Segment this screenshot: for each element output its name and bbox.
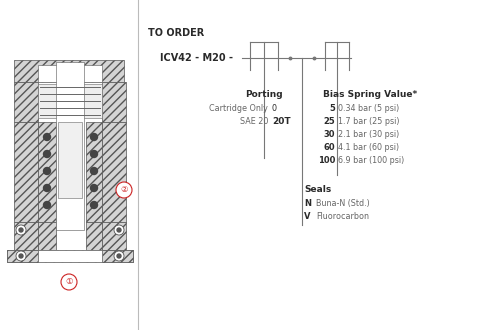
Bar xyxy=(7,250,38,262)
Circle shape xyxy=(16,225,26,235)
Bar xyxy=(14,60,124,82)
Text: 0: 0 xyxy=(272,104,277,113)
Text: ICV42 - M20 -: ICV42 - M20 - xyxy=(160,53,233,63)
Circle shape xyxy=(90,150,98,157)
Circle shape xyxy=(117,254,121,258)
Circle shape xyxy=(90,184,98,191)
Circle shape xyxy=(90,134,98,141)
Circle shape xyxy=(116,182,132,198)
Bar xyxy=(56,62,84,230)
Circle shape xyxy=(43,150,51,157)
Text: 0.34 bar (5 psi): 0.34 bar (5 psi) xyxy=(338,104,399,113)
Text: Buna-N (Std.): Buna-N (Std.) xyxy=(316,199,370,208)
Circle shape xyxy=(43,168,51,175)
Bar xyxy=(14,122,38,222)
Text: Cartridge Only: Cartridge Only xyxy=(209,104,268,113)
Bar xyxy=(102,222,126,250)
Circle shape xyxy=(114,225,124,235)
Text: 20T: 20T xyxy=(272,117,291,126)
Bar xyxy=(58,122,82,198)
Circle shape xyxy=(43,202,51,209)
Bar xyxy=(38,122,56,222)
Text: 25: 25 xyxy=(323,117,335,126)
Text: ①: ① xyxy=(65,278,73,286)
Bar xyxy=(14,82,38,122)
Bar xyxy=(38,84,102,118)
Text: V: V xyxy=(304,212,311,221)
Bar xyxy=(38,222,56,250)
Bar xyxy=(102,122,126,222)
Bar xyxy=(14,222,38,250)
Circle shape xyxy=(61,274,77,290)
Text: 2.1 bar (30 psi): 2.1 bar (30 psi) xyxy=(338,130,399,139)
Text: Fluorocarbon: Fluorocarbon xyxy=(316,212,369,221)
Circle shape xyxy=(117,228,121,232)
Text: 6.9 bar (100 psi): 6.9 bar (100 psi) xyxy=(338,156,404,165)
Text: N: N xyxy=(304,199,311,208)
Text: Porting: Porting xyxy=(245,90,283,99)
Bar xyxy=(102,82,126,122)
Text: Bias Spring Value*: Bias Spring Value* xyxy=(323,90,417,99)
Circle shape xyxy=(114,251,124,261)
Bar xyxy=(86,122,102,222)
Text: TO ORDER: TO ORDER xyxy=(148,28,204,38)
Text: 1.7 bar (25 psi): 1.7 bar (25 psi) xyxy=(338,117,400,126)
Text: 30: 30 xyxy=(324,130,335,139)
Text: SAE 20: SAE 20 xyxy=(239,117,268,126)
Text: 100: 100 xyxy=(317,156,335,165)
Circle shape xyxy=(90,168,98,175)
Bar xyxy=(86,222,102,250)
Text: 5: 5 xyxy=(329,104,335,113)
Bar xyxy=(38,250,102,262)
Text: Seals: Seals xyxy=(304,185,331,194)
Bar xyxy=(7,250,133,262)
Circle shape xyxy=(90,202,98,209)
Circle shape xyxy=(19,228,23,232)
Text: 60: 60 xyxy=(324,143,335,152)
Bar xyxy=(102,250,133,262)
Circle shape xyxy=(43,184,51,191)
Circle shape xyxy=(16,251,26,261)
Text: 4.1 bar (60 psi): 4.1 bar (60 psi) xyxy=(338,143,399,152)
Circle shape xyxy=(19,254,23,258)
Text: ②: ② xyxy=(120,185,128,194)
Circle shape xyxy=(43,134,51,141)
Bar xyxy=(38,65,102,82)
